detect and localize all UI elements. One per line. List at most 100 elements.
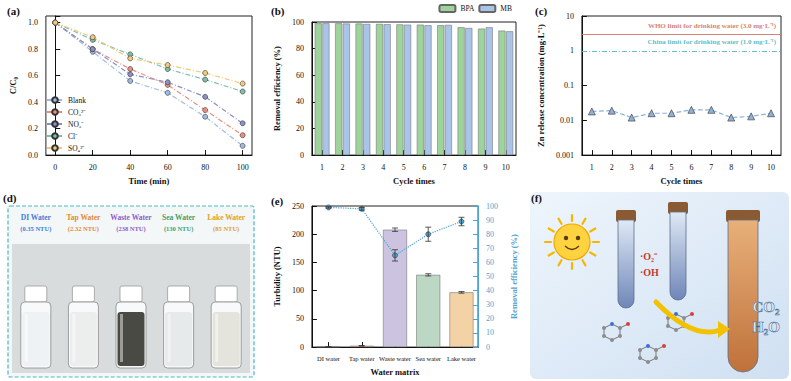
svg-text:3: 3	[630, 163, 634, 172]
svg-text:WHO limit for drinking water (: WHO limit for drinking water (3.0 mg·L⁻¹…	[648, 22, 777, 30]
svg-text:2: 2	[341, 163, 345, 172]
svg-text:Removal efficiency (%): Removal efficiency (%)	[272, 46, 282, 131]
svg-text:Tap water: Tap water	[349, 355, 376, 362]
svg-text:(f): (f)	[531, 192, 542, 205]
svg-text:7: 7	[443, 163, 447, 172]
svg-text:Turbidity (NTU): Turbidity (NTU)	[272, 246, 282, 307]
svg-text:CO₃²⁻: CO₃²⁻	[68, 108, 86, 117]
svg-text:China limit for drinking water: China limit for drinking water (1.0 mg·L…	[648, 38, 777, 46]
svg-text:0: 0	[300, 151, 304, 160]
svg-text:Zn release concentration (mg·L: Zn release concentration (mg·L⁻¹)	[536, 24, 546, 147]
svg-text:Waste water: Waste water	[379, 355, 412, 362]
svg-text:(b): (b)	[271, 5, 285, 18]
svg-text:Time (min): Time (min)	[129, 176, 170, 186]
svg-text:6: 6	[422, 163, 426, 172]
svg-text:150: 150	[292, 258, 304, 267]
svg-text:20: 20	[486, 314, 494, 323]
svg-text:(c): (c)	[535, 5, 548, 18]
svg-text:4: 4	[650, 163, 654, 172]
svg-text:100: 100	[292, 286, 304, 295]
svg-text:80: 80	[201, 163, 209, 172]
svg-text:Lake water: Lake water	[447, 355, 477, 362]
svg-text:H₂O: H₂O	[752, 319, 780, 335]
svg-text:Cycle times: Cycle times	[661, 176, 703, 186]
svg-text:0.6: 0.6	[28, 71, 38, 80]
svg-text:8: 8	[729, 163, 733, 172]
svg-text:(d): (d)	[3, 192, 17, 205]
svg-text:0: 0	[53, 163, 57, 172]
svg-text:20: 20	[89, 163, 97, 172]
svg-text:NO₃⁻: NO₃⁻	[68, 120, 84, 129]
svg-text:SO₄²⁻: SO₄²⁻	[68, 144, 85, 153]
svg-text:Blank: Blank	[68, 96, 86, 105]
svg-text:·OH: ·OH	[640, 267, 659, 278]
svg-text:250: 250	[292, 202, 304, 211]
svg-text:60: 60	[164, 163, 172, 172]
svg-text:200: 200	[292, 230, 304, 239]
svg-text:2: 2	[610, 163, 614, 172]
svg-text:(a): (a)	[7, 5, 20, 18]
svg-text:9: 9	[749, 163, 753, 172]
svg-text:0: 0	[486, 343, 490, 352]
svg-text:5: 5	[402, 163, 406, 172]
svg-text:100: 100	[486, 202, 498, 211]
svg-text:0.8: 0.8	[28, 45, 38, 54]
svg-text:6: 6	[689, 163, 693, 172]
svg-text:10: 10	[767, 163, 775, 172]
svg-text:Cl⁻: Cl⁻	[68, 132, 78, 141]
svg-text:40: 40	[296, 97, 304, 106]
svg-text:100: 100	[292, 18, 304, 27]
svg-text:0.2: 0.2	[28, 124, 38, 133]
svg-text:0.0: 0.0	[28, 151, 38, 160]
svg-text:Water matrix: Water matrix	[370, 367, 420, 377]
svg-text:0.01: 0.01	[560, 116, 574, 125]
svg-text:(130 NTU): (130 NTU)	[164, 225, 193, 233]
svg-text:60: 60	[486, 258, 494, 267]
svg-text:Waste Water: Waste Water	[110, 213, 152, 222]
svg-text:10: 10	[502, 163, 510, 172]
svg-text:Removal efficiency (%): Removal efficiency (%)	[509, 234, 519, 319]
svg-text:1: 1	[320, 163, 324, 172]
svg-text:Lake Water: Lake Water	[207, 213, 246, 222]
svg-text:7: 7	[709, 163, 713, 172]
svg-text:5: 5	[669, 163, 673, 172]
svg-text:1: 1	[590, 163, 594, 172]
svg-text:10: 10	[486, 328, 494, 337]
svg-text:Sea water: Sea water	[416, 355, 442, 362]
svg-text:0.4: 0.4	[28, 98, 38, 107]
svg-text:70: 70	[486, 244, 494, 253]
svg-text:90: 90	[486, 216, 494, 225]
svg-text:Tap Water: Tap Water	[66, 213, 101, 222]
svg-text:Cycle times: Cycle times	[393, 176, 435, 186]
svg-text:80: 80	[486, 230, 494, 239]
svg-text:20: 20	[296, 124, 304, 133]
svg-text:40: 40	[486, 286, 494, 295]
svg-text:(2.32 NTU): (2.32 NTU)	[68, 225, 99, 233]
svg-text:C/C₀: C/C₀	[8, 77, 18, 95]
svg-text:50: 50	[296, 314, 304, 323]
svg-text:1.0: 1.0	[28, 18, 38, 27]
svg-text:100: 100	[237, 163, 249, 172]
svg-text:60: 60	[296, 71, 304, 80]
svg-text:50: 50	[486, 272, 494, 281]
svg-text:(e): (e)	[271, 195, 284, 208]
svg-text:0.1: 0.1	[564, 81, 574, 90]
svg-text:DI Water: DI Water	[21, 213, 52, 222]
svg-text:40: 40	[126, 163, 134, 172]
svg-text:30: 30	[486, 300, 494, 309]
svg-text:9: 9	[483, 163, 487, 172]
svg-text:80: 80	[296, 44, 304, 53]
svg-text:·O₂⁻: ·O₂⁻	[640, 251, 658, 262]
svg-text:4: 4	[381, 163, 385, 172]
svg-text:1: 1	[570, 46, 574, 55]
svg-text:0.001: 0.001	[556, 151, 574, 160]
svg-text:0: 0	[300, 343, 304, 352]
svg-text:(0.35 NTU): (0.35 NTU)	[20, 225, 51, 233]
svg-text:8: 8	[463, 163, 467, 172]
svg-text:3: 3	[361, 163, 365, 172]
svg-text:(238 NTU): (238 NTU)	[116, 225, 145, 233]
svg-text:10: 10	[566, 12, 574, 21]
svg-text:(85 NTU): (85 NTU)	[213, 225, 239, 233]
svg-text:BPA: BPA	[460, 4, 474, 13]
svg-text:DI water: DI water	[317, 355, 341, 362]
